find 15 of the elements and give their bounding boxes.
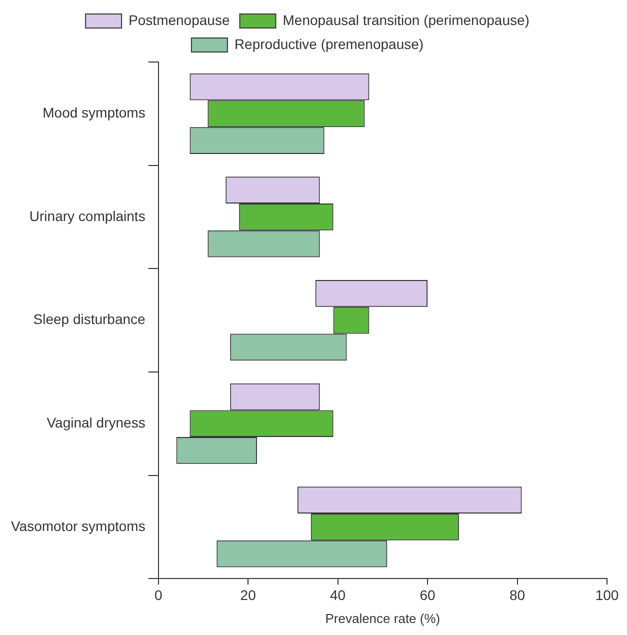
- y-tick-label: Mood symptoms: [42, 104, 146, 121]
- legend-label: Reproductive (premenopause): [234, 36, 424, 52]
- y-tick-label: Vaginal dryness: [46, 414, 146, 430]
- x-tick-label: 80: [509, 586, 526, 603]
- y-tick-label: Sleep disturbance: [33, 311, 146, 328]
- y-tick-label: Vasomotor symptoms: [10, 518, 146, 534]
- x-tick-label: 20: [240, 586, 256, 603]
- x-tick-label: 100: [595, 586, 619, 603]
- y-tick-label: Urinary complaints: [29, 208, 146, 224]
- legend-label: Postmenopause: [128, 12, 230, 28]
- x-tick-label: 40: [330, 586, 346, 603]
- legend-label: Menopausal transition (perimenopause): [282, 12, 530, 28]
- x-tick-label: 60: [420, 586, 436, 603]
- x-axis-title: Prevalence rate (%): [325, 610, 440, 626]
- x-tick-label: 0: [154, 586, 162, 603]
